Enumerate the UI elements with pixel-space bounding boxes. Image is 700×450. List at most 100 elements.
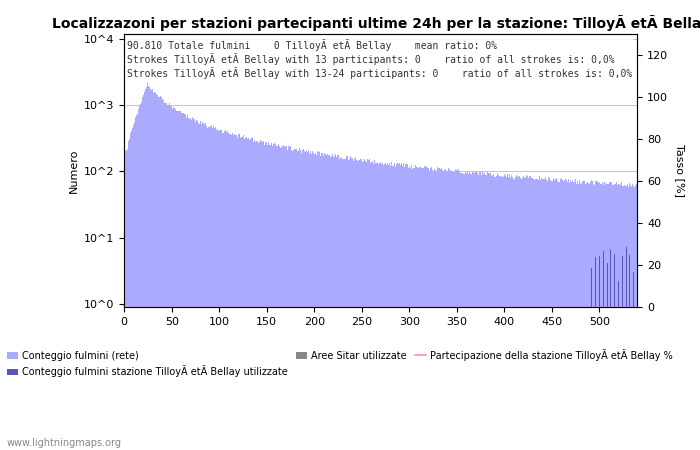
Bar (236, 135, 237, 450)
Bar (413, 168, 414, 450)
Bar (140, 104, 141, 450)
Bar (508, 177, 509, 450)
Bar (383, 165, 384, 450)
Bar (556, 178, 557, 450)
Bar (497, 173, 498, 450)
Bar (552, 181, 554, 450)
Bar (286, 146, 287, 450)
Bar (632, 184, 634, 450)
Bar (566, 180, 567, 450)
Bar (172, 109, 173, 450)
Bar (626, 184, 627, 450)
Bar (506, 177, 507, 450)
Bar (605, 184, 606, 450)
Bar (326, 155, 327, 450)
Bar (599, 182, 600, 450)
Bar (438, 168, 440, 450)
Bar (260, 141, 262, 450)
Bar (414, 165, 416, 450)
Bar (289, 147, 290, 450)
Bar (210, 126, 211, 450)
Bar (386, 165, 387, 450)
Bar (627, 185, 629, 450)
Bar (420, 166, 421, 450)
Bar (577, 181, 578, 450)
Bar (215, 127, 216, 450)
Bar (507, 174, 508, 450)
Bar (265, 142, 266, 450)
Bar (557, 181, 558, 450)
Bar (319, 153, 321, 450)
Bar (404, 167, 405, 450)
Bar (363, 161, 364, 450)
Bar (300, 149, 302, 450)
Bar (287, 150, 288, 450)
Bar (304, 151, 305, 450)
Bar (561, 178, 562, 450)
Bar (615, 184, 616, 450)
Bar (330, 157, 331, 450)
Bar (225, 130, 226, 450)
Bar (134, 122, 135, 450)
Bar (592, 181, 594, 450)
Bar (235, 135, 236, 450)
Bar (610, 249, 611, 450)
Bar (352, 158, 353, 450)
Bar (239, 138, 241, 450)
Bar (612, 185, 613, 450)
Bar (505, 176, 506, 450)
Bar (150, 89, 151, 450)
Bar (226, 132, 228, 450)
Bar (309, 154, 310, 450)
Y-axis label: Tasso [%]: Tasso [%] (675, 144, 685, 197)
Bar (488, 173, 489, 450)
Bar (484, 172, 485, 450)
Bar (490, 173, 491, 450)
Bar (207, 128, 209, 450)
Bar (447, 171, 448, 450)
Bar (384, 164, 385, 450)
Bar (610, 182, 611, 450)
Bar (296, 149, 297, 450)
Bar (231, 135, 232, 450)
Bar (454, 172, 456, 450)
Bar (406, 164, 407, 450)
Bar (574, 182, 575, 450)
Bar (255, 142, 256, 450)
Bar (607, 263, 608, 450)
Bar (369, 159, 370, 450)
Bar (237, 138, 238, 450)
Bar (153, 93, 154, 450)
Bar (244, 139, 246, 450)
Bar (323, 157, 324, 450)
Bar (405, 164, 406, 450)
Bar (468, 174, 469, 450)
Bar (267, 145, 268, 450)
Bar (258, 143, 259, 450)
Bar (449, 169, 450, 450)
Bar (232, 133, 233, 450)
Bar (202, 123, 204, 450)
Bar (437, 171, 438, 450)
Bar (416, 167, 417, 450)
Bar (380, 162, 382, 450)
Bar (149, 87, 150, 450)
Bar (364, 159, 365, 450)
Bar (634, 187, 635, 450)
Bar (422, 168, 423, 450)
Bar (365, 161, 366, 450)
Bar (616, 182, 617, 450)
Bar (624, 186, 626, 450)
Bar (234, 135, 235, 450)
Bar (419, 167, 420, 450)
Bar (571, 182, 573, 450)
Bar (387, 163, 388, 450)
Bar (340, 157, 342, 450)
Bar (401, 163, 402, 450)
Bar (318, 152, 319, 450)
Bar (173, 107, 174, 450)
Bar (491, 175, 493, 450)
Bar (541, 178, 542, 450)
Bar (478, 175, 480, 450)
Bar (458, 169, 459, 450)
